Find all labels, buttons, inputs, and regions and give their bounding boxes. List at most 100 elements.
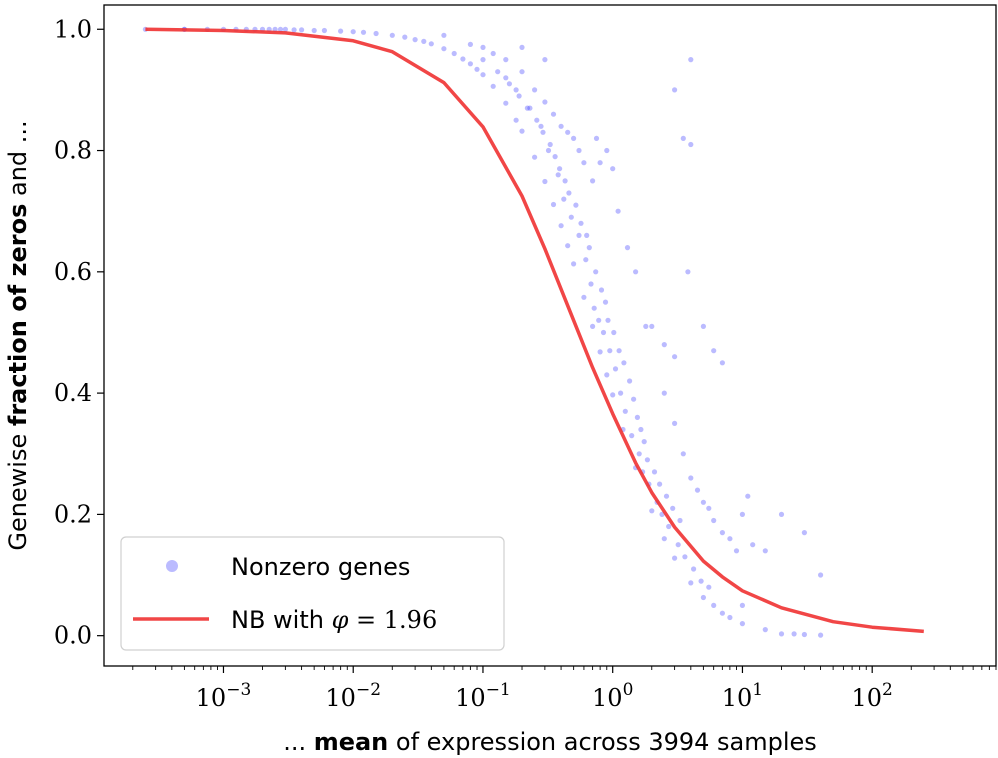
scatter-point bbox=[503, 100, 509, 106]
scatter-point bbox=[321, 27, 327, 34]
scatter-point bbox=[739, 621, 746, 627]
scatter-point bbox=[622, 408, 628, 414]
scatter-point bbox=[711, 602, 717, 609]
scatter-point bbox=[604, 372, 610, 378]
scatter-point bbox=[467, 61, 473, 67]
scatter-point bbox=[571, 135, 577, 141]
scatter-point bbox=[762, 548, 768, 554]
scatter-point bbox=[562, 178, 568, 184]
x-axis: 10−3 10−2 10−1 100 101 102 bbox=[132, 666, 997, 712]
scatter-point bbox=[542, 178, 548, 185]
scatter-point bbox=[451, 50, 457, 57]
scatter-point bbox=[568, 214, 574, 220]
scatter-point bbox=[711, 348, 717, 354]
scatter-point bbox=[711, 517, 717, 524]
scatter-point bbox=[688, 141, 694, 148]
scatter-point bbox=[566, 190, 572, 196]
legend-box bbox=[120, 536, 505, 651]
scatter-point bbox=[272, 26, 278, 32]
x-axis-label: ... mean of expression across 3994 sampl… bbox=[283, 728, 817, 756]
scatter-point bbox=[586, 245, 592, 251]
scatter-point bbox=[527, 105, 533, 111]
scatter-point bbox=[360, 29, 367, 35]
scatter-point bbox=[538, 123, 544, 129]
scatter-point bbox=[607, 348, 613, 354]
scatter-point bbox=[610, 392, 616, 398]
scatter-point bbox=[672, 354, 678, 360]
scatter-point bbox=[441, 32, 447, 38]
scatter-point bbox=[552, 154, 558, 160]
nb-fit-line bbox=[145, 27, 924, 634]
x-tick-label: 10−1 bbox=[455, 680, 511, 712]
scatter-point bbox=[621, 360, 627, 366]
scatter-point bbox=[700, 594, 707, 601]
scatter-point bbox=[618, 390, 624, 396]
scatter-point bbox=[584, 232, 590, 238]
scatter-point bbox=[801, 530, 808, 536]
scatter-point bbox=[542, 57, 548, 63]
scatter-point bbox=[299, 27, 305, 33]
scatter-point bbox=[778, 511, 785, 517]
scatter-point bbox=[581, 160, 587, 166]
scatter-point bbox=[651, 469, 658, 475]
plot-frame bbox=[103, 4, 997, 667]
scatter-point bbox=[745, 493, 751, 499]
scatter-point bbox=[545, 147, 552, 154]
scatter-point bbox=[661, 342, 667, 348]
scatter-point bbox=[629, 433, 635, 439]
scatter-point bbox=[555, 172, 561, 178]
scatter-point bbox=[513, 117, 519, 123]
scatter-point bbox=[550, 111, 557, 117]
scatter-point bbox=[694, 487, 701, 493]
legend-label-line: NB with φ = 1.96 bbox=[231, 606, 437, 634]
scatter-point bbox=[633, 269, 639, 275]
y-tick-label: 0.6 bbox=[54, 258, 92, 286]
scatter-point bbox=[519, 44, 525, 51]
scatter-point bbox=[727, 614, 733, 621]
legend-label-scatter: Nonzero genes bbox=[231, 553, 410, 581]
scatter-point bbox=[467, 41, 473, 48]
scatter-point bbox=[519, 128, 525, 134]
y-tick-label: 0.0 bbox=[54, 622, 92, 650]
scatter-point bbox=[672, 420, 678, 426]
scatter-point bbox=[547, 141, 553, 148]
scatter-point bbox=[480, 44, 486, 51]
scatter-point bbox=[373, 30, 379, 37]
scatter-point bbox=[719, 610, 726, 616]
x-tick-label: 102 bbox=[852, 680, 893, 712]
scatter-point bbox=[634, 414, 641, 420]
scatter-point bbox=[581, 294, 587, 300]
scatter-point bbox=[706, 584, 712, 590]
scatter-point bbox=[480, 57, 486, 63]
scatter-point bbox=[649, 323, 655, 329]
scatter-point bbox=[338, 28, 344, 34]
y-tick-label: 0.2 bbox=[54, 500, 92, 528]
scatter-point bbox=[631, 396, 637, 402]
scatter-point bbox=[762, 627, 768, 633]
scatter-point bbox=[282, 26, 288, 32]
scatter-point bbox=[503, 57, 509, 63]
scatter-point bbox=[277, 26, 284, 32]
scatter-point bbox=[627, 378, 633, 384]
scatter-point bbox=[604, 147, 610, 154]
scatter-point bbox=[441, 46, 447, 52]
scatter-point bbox=[727, 536, 733, 542]
scatter-point bbox=[311, 27, 317, 34]
scatter-point bbox=[600, 329, 607, 336]
scatter-point bbox=[672, 87, 678, 93]
scatter-point bbox=[593, 269, 599, 275]
scatter-point bbox=[428, 41, 434, 47]
scatter-point bbox=[611, 329, 617, 336]
scatter-point bbox=[597, 160, 603, 166]
scatter-point bbox=[460, 56, 466, 62]
scatter-point bbox=[519, 69, 525, 75]
scatter-point bbox=[750, 542, 756, 548]
scatter-point bbox=[605, 317, 611, 323]
y-tick-label: 0.4 bbox=[54, 379, 92, 407]
scatter-point bbox=[565, 129, 571, 135]
x-tick-label: 10−2 bbox=[325, 680, 381, 712]
scatter-point bbox=[583, 257, 589, 263]
scatter-point bbox=[412, 37, 418, 43]
scatter-point bbox=[513, 87, 519, 93]
scatter-point bbox=[402, 34, 408, 40]
